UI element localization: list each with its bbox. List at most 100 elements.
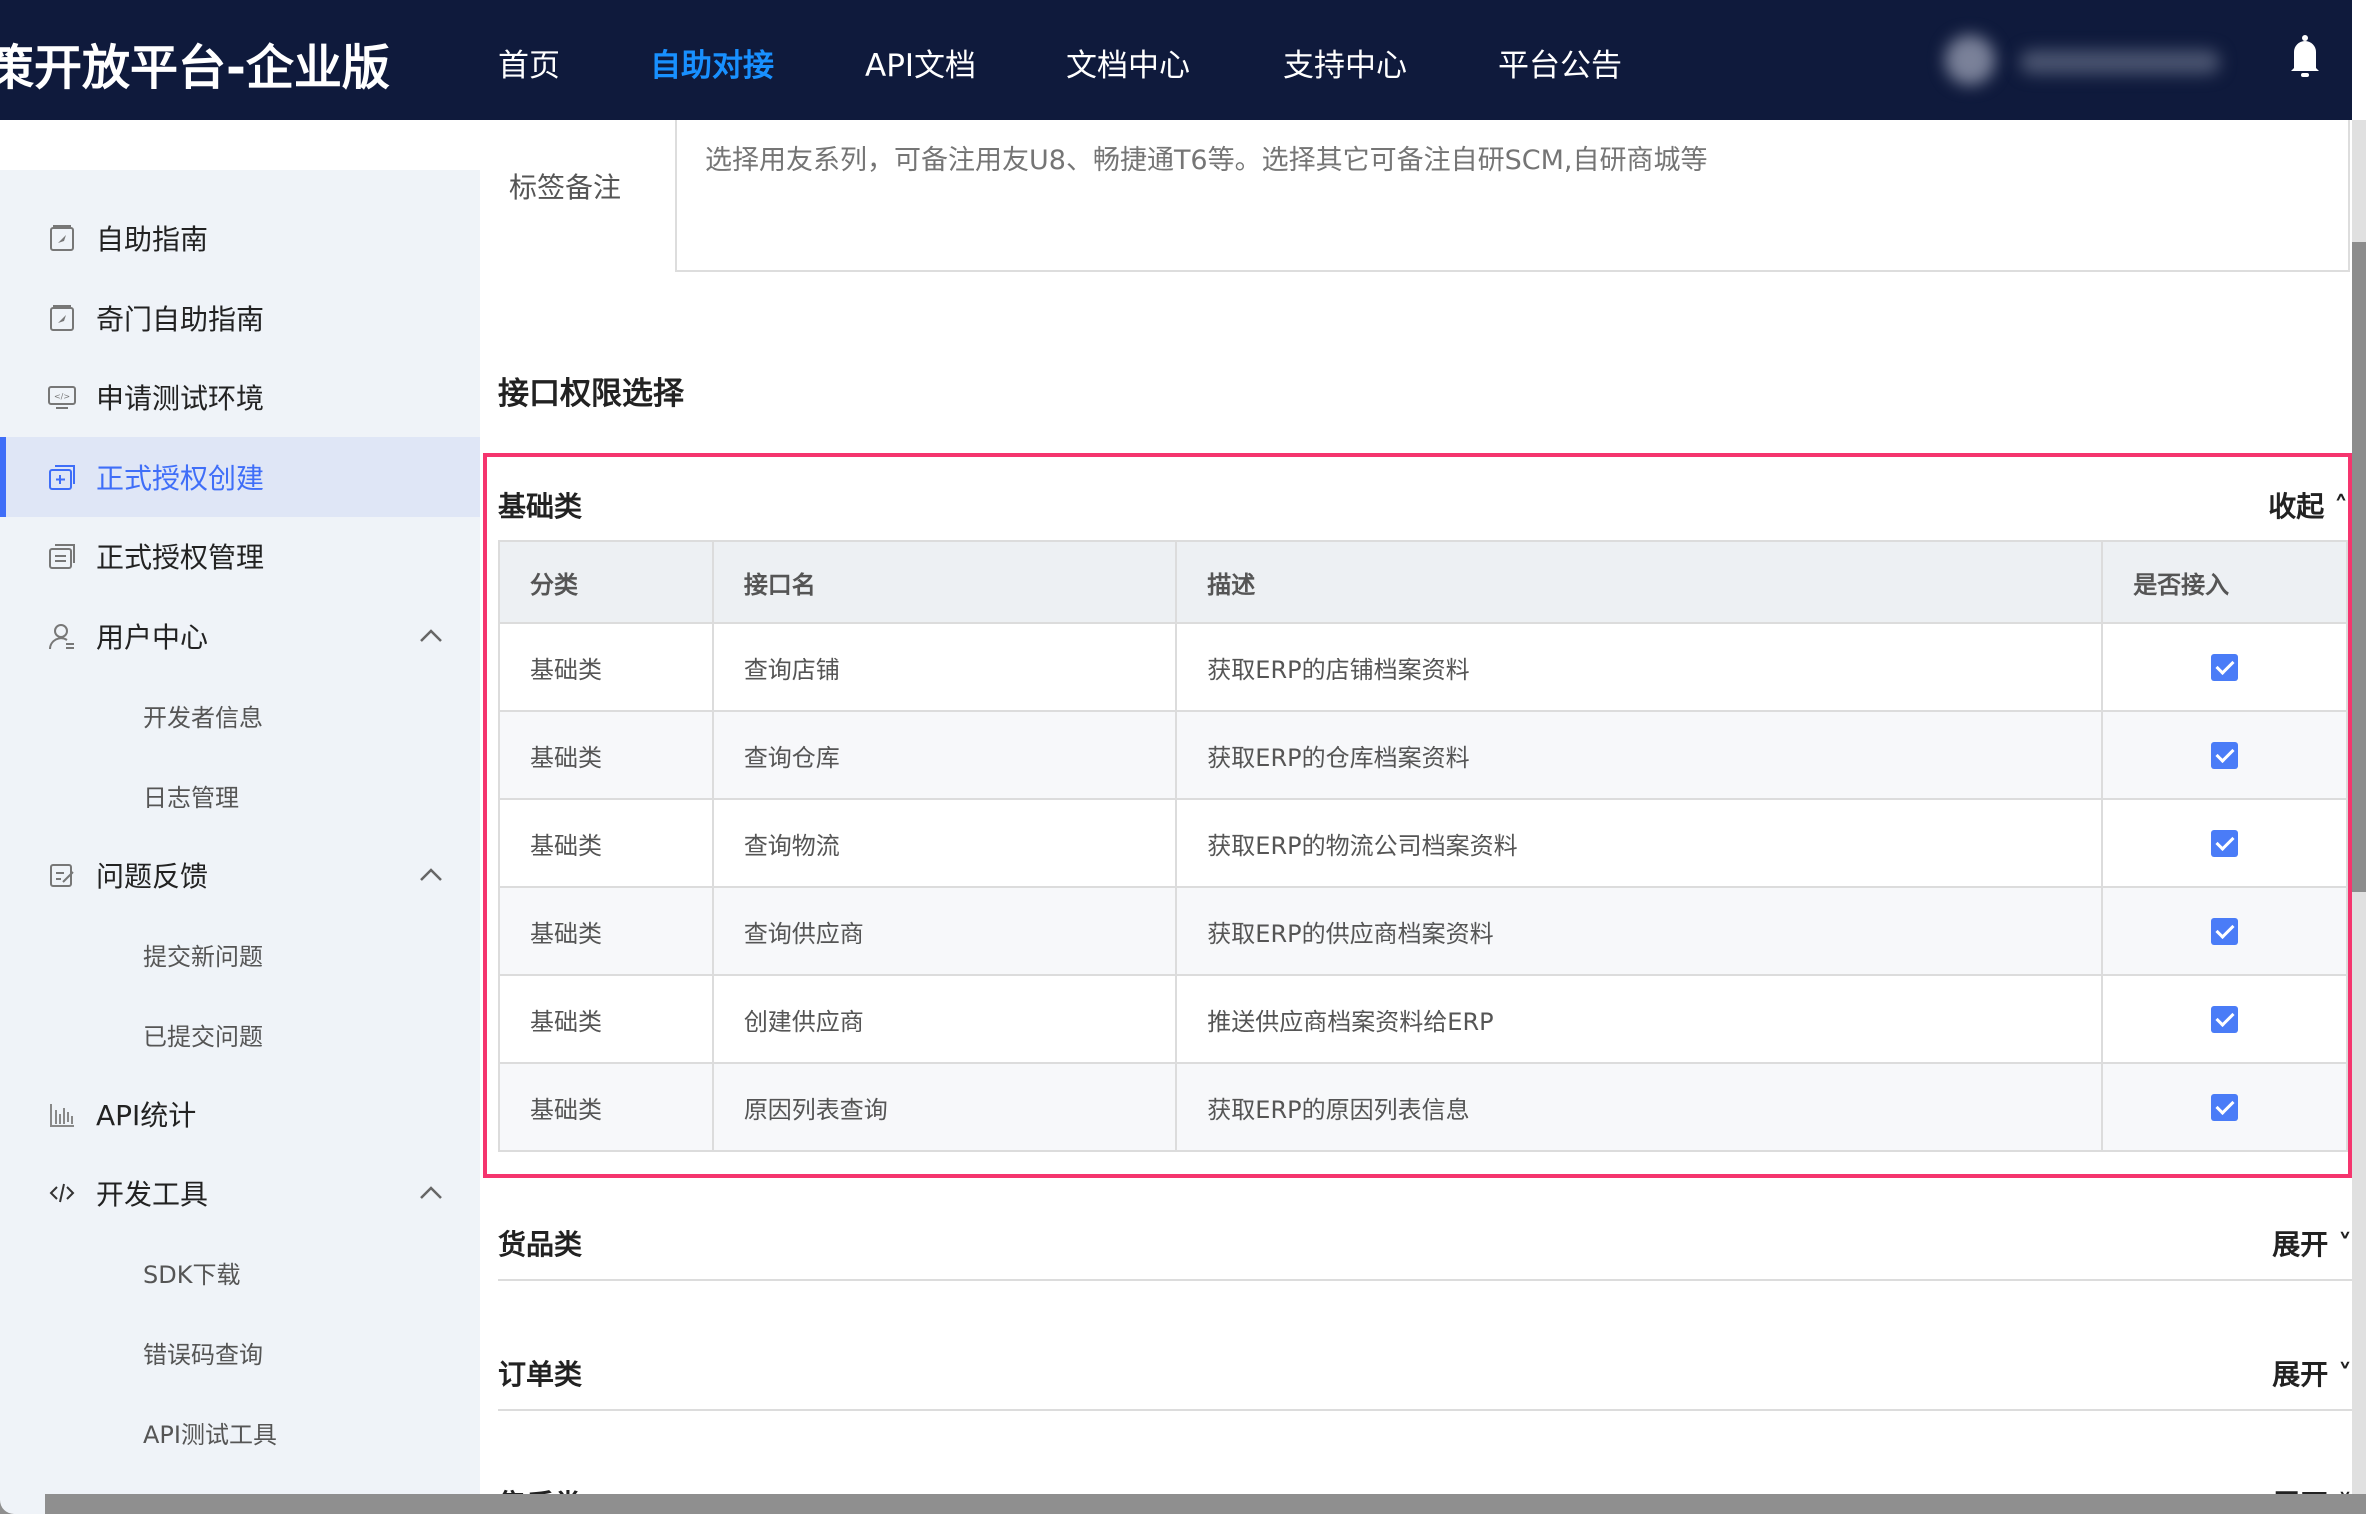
sidebar-item-label: 已提交问题: [143, 1022, 263, 1051]
monitor-code-icon: </>: [48, 386, 76, 410]
sidebar-item[interactable]: 提交新问题: [0, 914, 480, 994]
sidebar-item[interactable]: SDK下载: [0, 1233, 480, 1313]
access-checkbox[interactable]: [2211, 742, 2239, 770]
collapse-basic-button[interactable]: 收起 ˄: [2268, 485, 2348, 525]
highlight-box: [483, 453, 2352, 1178]
divider: [498, 1279, 2352, 1281]
svg-text:</>: </>: [54, 392, 70, 401]
access-checkbox[interactable]: [2211, 830, 2239, 858]
sidebar-item-label: 日志管理: [143, 783, 239, 812]
sidebar-item[interactable]: API统计: [0, 1074, 480, 1154]
nav-item[interactable]: 自助对接: [650, 48, 774, 84]
table-cell: 基础类: [498, 1062, 714, 1152]
access-cell: [2101, 974, 2348, 1064]
access-checkbox[interactable]: [2211, 1094, 2239, 1122]
expand-section-button[interactable]: 展开 ˅: [2272, 1483, 2352, 1494]
access-cell: [2101, 622, 2348, 712]
sidebar-item[interactable]: 错误码查询: [0, 1312, 480, 1392]
table-cell: 推送供应商档案资料给ERP: [1175, 974, 2104, 1064]
table-cell: 获取ERP的原因列表信息: [1175, 1062, 2104, 1152]
user-icon: [49, 624, 74, 650]
sidebar-item[interactable]: 开发工具: [0, 1153, 480, 1233]
chevron-down-icon: ˅: [2338, 1358, 2352, 1391]
table-row: 基础类 查询供应商 获取ERP的供应商档案资料: [498, 886, 2348, 976]
sidebar: 自助指南奇门自助指南 </> 申请测试环境正式授权创建正式授权管理 用户中心开发者信息…: [0, 170, 480, 1494]
horizontal-scrollbar[interactable]: [0, 1494, 2366, 1514]
guide-icon: [50, 304, 74, 331]
chevron-up-icon[interactable]: [420, 629, 442, 643]
sidebar-item[interactable]: 奇门自助指南: [0, 278, 480, 358]
table-cell: 获取ERP的仓库档案资料: [1175, 710, 2104, 800]
sidebar-item[interactable]: 正式授权创建: [0, 436, 480, 517]
nav-item[interactable]: API文档: [865, 48, 977, 84]
table-cell: 获取ERP的物流公司档案资料: [1175, 798, 2104, 888]
nav-item[interactable]: 文档中心: [1066, 48, 1190, 84]
chevron-down-icon: ˅: [2338, 1488, 2352, 1494]
sidebar-item-label: 正式授权管理: [96, 541, 265, 575]
nav-item[interactable]: 平台公告: [1498, 48, 1622, 84]
access-cell: [2101, 1062, 2348, 1152]
sidebar-item[interactable]: 正式授权管理: [0, 516, 480, 596]
add-window-icon: [49, 464, 75, 490]
bell-icon[interactable]: [2288, 34, 2322, 78]
section-title: 售后类: [498, 1483, 582, 1494]
permission-section-title: 接口权限选择: [498, 376, 684, 412]
sidebar-item[interactable]: 自助指南: [0, 198, 480, 278]
sidebar-item[interactable]: 日志管理: [0, 755, 480, 835]
sidebar-item-label: API测试工具: [143, 1420, 277, 1449]
column-header: 是否接入: [2101, 540, 2348, 624]
top-navbar: 策开放平台-企业版 首页 自助对接 API文档 文档中心 支持中心 平台公告: [0, 0, 2352, 120]
code-icon: [49, 1183, 75, 1203]
tag-remark-input[interactable]: [675, 120, 2350, 272]
scrollbar-thumb[interactable]: [2352, 242, 2366, 892]
table-cell: 查询供应商: [711, 886, 1178, 976]
toggle-label: 展开: [2272, 1358, 2329, 1391]
table-row: 基础类 创建供应商 推送供应商档案资料给ERP: [498, 974, 2348, 1064]
table-cell: 原因列表查询: [711, 1062, 1178, 1152]
sidebar-item[interactable]: 已提交问题: [0, 994, 480, 1074]
sidebar-item[interactable]: 用户中心: [0, 596, 480, 676]
section-title: 货品类: [498, 1228, 583, 1261]
sidebar-item-label: 开发者信息: [143, 704, 263, 733]
access-checkbox[interactable]: [2211, 1006, 2239, 1034]
sidebar-item[interactable]: API测试工具: [0, 1392, 480, 1472]
guide-icon: [50, 225, 74, 251]
table-row: 基础类 查询店铺 获取ERP的店铺档案资料: [498, 622, 2348, 712]
nav-item[interactable]: 支持中心: [1283, 48, 1407, 84]
sidebar-item[interactable]: 问题反馈: [0, 835, 480, 915]
swap-window-icon: [49, 544, 75, 570]
sidebar-item-label: 申请测试环境: [96, 382, 265, 416]
expand-section-button[interactable]: 展开 ˅: [2272, 1353, 2352, 1393]
sidebar-item-label: API统计: [96, 1098, 197, 1132]
table-cell: 获取ERP的店铺档案资料: [1175, 622, 2104, 712]
toggle-label: 展开: [2272, 1488, 2328, 1494]
access-cell: [2101, 710, 2348, 800]
sidebar-item-label: 开发工具: [96, 1178, 209, 1212]
chevron-up-icon[interactable]: [420, 1186, 442, 1200]
table-row: 基础类 查询物流 获取ERP的物流公司档案资料: [498, 798, 2348, 888]
sidebar-item[interactable]: </> 申请测试环境: [0, 357, 480, 437]
section-title: 订单类: [498, 1358, 583, 1391]
chevron-up-icon[interactable]: [420, 868, 442, 882]
sidebar-item-label: 问题反馈: [96, 859, 209, 893]
tag-remark-label: 标签备注: [509, 171, 622, 204]
user-avatar[interactable]: [1945, 35, 1995, 85]
expand-section-button[interactable]: 展开 ˅: [2272, 1223, 2352, 1263]
bar-chart-icon: [50, 1103, 74, 1127]
user-name[interactable]: [2020, 50, 2220, 74]
table-cell: 基础类: [498, 974, 714, 1064]
sidebar-item-label: 用户中心: [96, 621, 209, 654]
column-header: 描述: [1175, 540, 2104, 624]
access-checkbox[interactable]: [2211, 654, 2239, 682]
access-checkbox[interactable]: [2211, 918, 2239, 946]
sidebar-item[interactable]: 开发者信息: [0, 676, 480, 756]
edit-icon: [50, 863, 74, 887]
table-cell: 基础类: [498, 798, 714, 888]
table-cell: 查询店铺: [711, 622, 1178, 712]
chevron-up-icon: ˄: [2334, 490, 2348, 523]
sidebar-item-label: 自助指南: [96, 223, 209, 256]
vertical-scrollbar[interactable]: [2352, 120, 2366, 1494]
nav-item[interactable]: 首页: [498, 48, 560, 84]
basic-api-table: 分类 接口名 描述 是否接入 基础类 查询店铺 获取ERP的店铺档案资料 基础类 查询仓库 获取…: [498, 540, 2348, 1152]
